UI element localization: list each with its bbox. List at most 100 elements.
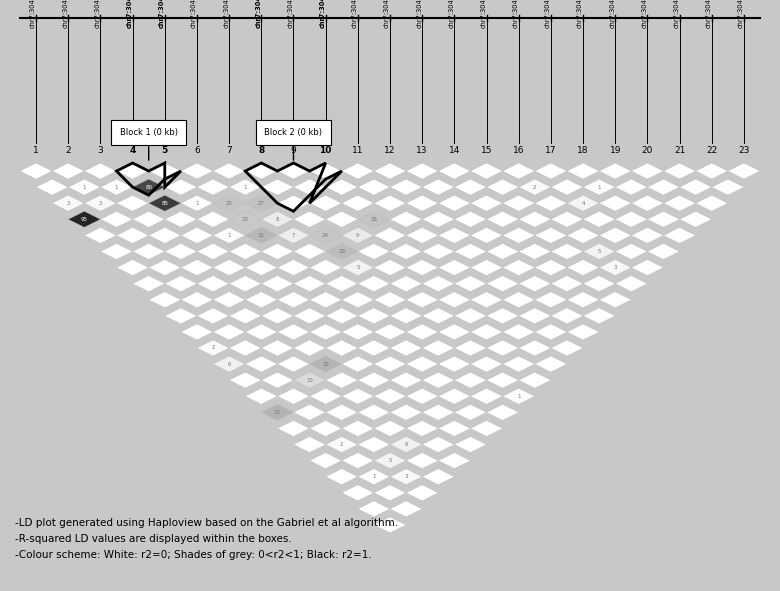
Polygon shape bbox=[278, 356, 310, 372]
Text: 8: 8 bbox=[258, 146, 264, 155]
Text: 23: 23 bbox=[242, 217, 249, 222]
Polygon shape bbox=[406, 259, 438, 275]
Text: 10: 10 bbox=[320, 146, 331, 155]
Polygon shape bbox=[358, 372, 390, 388]
Polygon shape bbox=[647, 179, 679, 195]
Polygon shape bbox=[535, 228, 567, 243]
Polygon shape bbox=[326, 179, 358, 195]
Polygon shape bbox=[342, 356, 374, 372]
Polygon shape bbox=[390, 501, 422, 517]
Text: 23: 23 bbox=[738, 146, 750, 155]
Polygon shape bbox=[502, 163, 535, 179]
Text: 17: 17 bbox=[545, 146, 557, 155]
Polygon shape bbox=[149, 163, 181, 179]
Polygon shape bbox=[406, 163, 438, 179]
Polygon shape bbox=[567, 228, 599, 243]
Polygon shape bbox=[374, 324, 406, 340]
Polygon shape bbox=[197, 308, 229, 324]
Polygon shape bbox=[390, 404, 422, 420]
Polygon shape bbox=[342, 228, 374, 243]
Text: 5: 5 bbox=[388, 458, 392, 463]
Polygon shape bbox=[390, 211, 422, 228]
Text: 15: 15 bbox=[480, 146, 492, 155]
Text: 80: 80 bbox=[145, 184, 152, 190]
Polygon shape bbox=[390, 437, 422, 453]
Polygon shape bbox=[326, 404, 358, 420]
Polygon shape bbox=[390, 275, 422, 292]
Polygon shape bbox=[535, 356, 567, 372]
Polygon shape bbox=[438, 324, 470, 340]
Polygon shape bbox=[406, 485, 438, 501]
Polygon shape bbox=[326, 243, 358, 259]
Text: -R-squared LD values are displayed within the boxes.: -R-squared LD values are displayed withi… bbox=[15, 534, 292, 544]
Polygon shape bbox=[36, 179, 69, 195]
Polygon shape bbox=[535, 195, 567, 211]
Polygon shape bbox=[245, 259, 278, 275]
Polygon shape bbox=[181, 163, 213, 179]
Polygon shape bbox=[342, 259, 374, 275]
Text: 13: 13 bbox=[417, 146, 428, 155]
Polygon shape bbox=[213, 228, 245, 243]
Text: 33: 33 bbox=[274, 410, 281, 415]
Text: 18: 18 bbox=[577, 146, 589, 155]
Polygon shape bbox=[502, 292, 535, 308]
Polygon shape bbox=[116, 195, 149, 211]
Polygon shape bbox=[374, 485, 406, 501]
Polygon shape bbox=[599, 228, 631, 243]
Text: 29: 29 bbox=[339, 249, 346, 254]
Text: chr7:30465424: chr7:30465424 bbox=[288, 0, 293, 28]
Polygon shape bbox=[583, 275, 615, 292]
Text: 25: 25 bbox=[225, 201, 232, 206]
Polygon shape bbox=[567, 259, 599, 275]
Polygon shape bbox=[551, 275, 583, 292]
Polygon shape bbox=[342, 453, 374, 469]
Polygon shape bbox=[20, 163, 52, 179]
Text: 1: 1 bbox=[83, 184, 86, 190]
Polygon shape bbox=[69, 211, 101, 228]
Text: chr7:30464961: chr7:30464961 bbox=[126, 0, 133, 28]
Polygon shape bbox=[101, 179, 133, 195]
Polygon shape bbox=[278, 163, 310, 179]
Polygon shape bbox=[470, 292, 502, 308]
Polygon shape bbox=[551, 211, 583, 228]
Polygon shape bbox=[502, 356, 535, 372]
Text: 19: 19 bbox=[609, 146, 621, 155]
Text: 6: 6 bbox=[404, 442, 408, 447]
Polygon shape bbox=[326, 308, 358, 324]
Polygon shape bbox=[293, 308, 326, 324]
Polygon shape bbox=[133, 179, 165, 195]
Polygon shape bbox=[406, 195, 438, 211]
Polygon shape bbox=[454, 211, 487, 228]
Polygon shape bbox=[454, 404, 487, 420]
Text: chr7:30469270: chr7:30469270 bbox=[352, 0, 358, 28]
Polygon shape bbox=[696, 163, 728, 179]
Polygon shape bbox=[52, 163, 84, 179]
Polygon shape bbox=[502, 228, 535, 243]
Text: 1: 1 bbox=[115, 184, 119, 190]
Polygon shape bbox=[406, 453, 438, 469]
Polygon shape bbox=[326, 275, 358, 292]
Text: 9: 9 bbox=[291, 146, 296, 155]
Polygon shape bbox=[101, 243, 133, 259]
Polygon shape bbox=[197, 275, 229, 292]
Polygon shape bbox=[487, 275, 519, 292]
Polygon shape bbox=[374, 292, 406, 308]
Polygon shape bbox=[696, 195, 728, 211]
Polygon shape bbox=[165, 275, 197, 292]
Text: 1: 1 bbox=[34, 146, 39, 155]
Polygon shape bbox=[438, 420, 470, 437]
Polygon shape bbox=[502, 388, 535, 404]
Polygon shape bbox=[342, 195, 374, 211]
Polygon shape bbox=[647, 211, 679, 228]
Polygon shape bbox=[229, 308, 261, 324]
Polygon shape bbox=[519, 372, 551, 388]
Polygon shape bbox=[261, 179, 293, 195]
Polygon shape bbox=[278, 420, 310, 437]
Polygon shape bbox=[342, 292, 374, 308]
Text: 22: 22 bbox=[706, 146, 718, 155]
Polygon shape bbox=[116, 259, 149, 275]
Polygon shape bbox=[487, 243, 519, 259]
Polygon shape bbox=[487, 340, 519, 356]
Polygon shape bbox=[422, 275, 454, 292]
Text: chr7:30486592: chr7:30486592 bbox=[512, 0, 519, 28]
